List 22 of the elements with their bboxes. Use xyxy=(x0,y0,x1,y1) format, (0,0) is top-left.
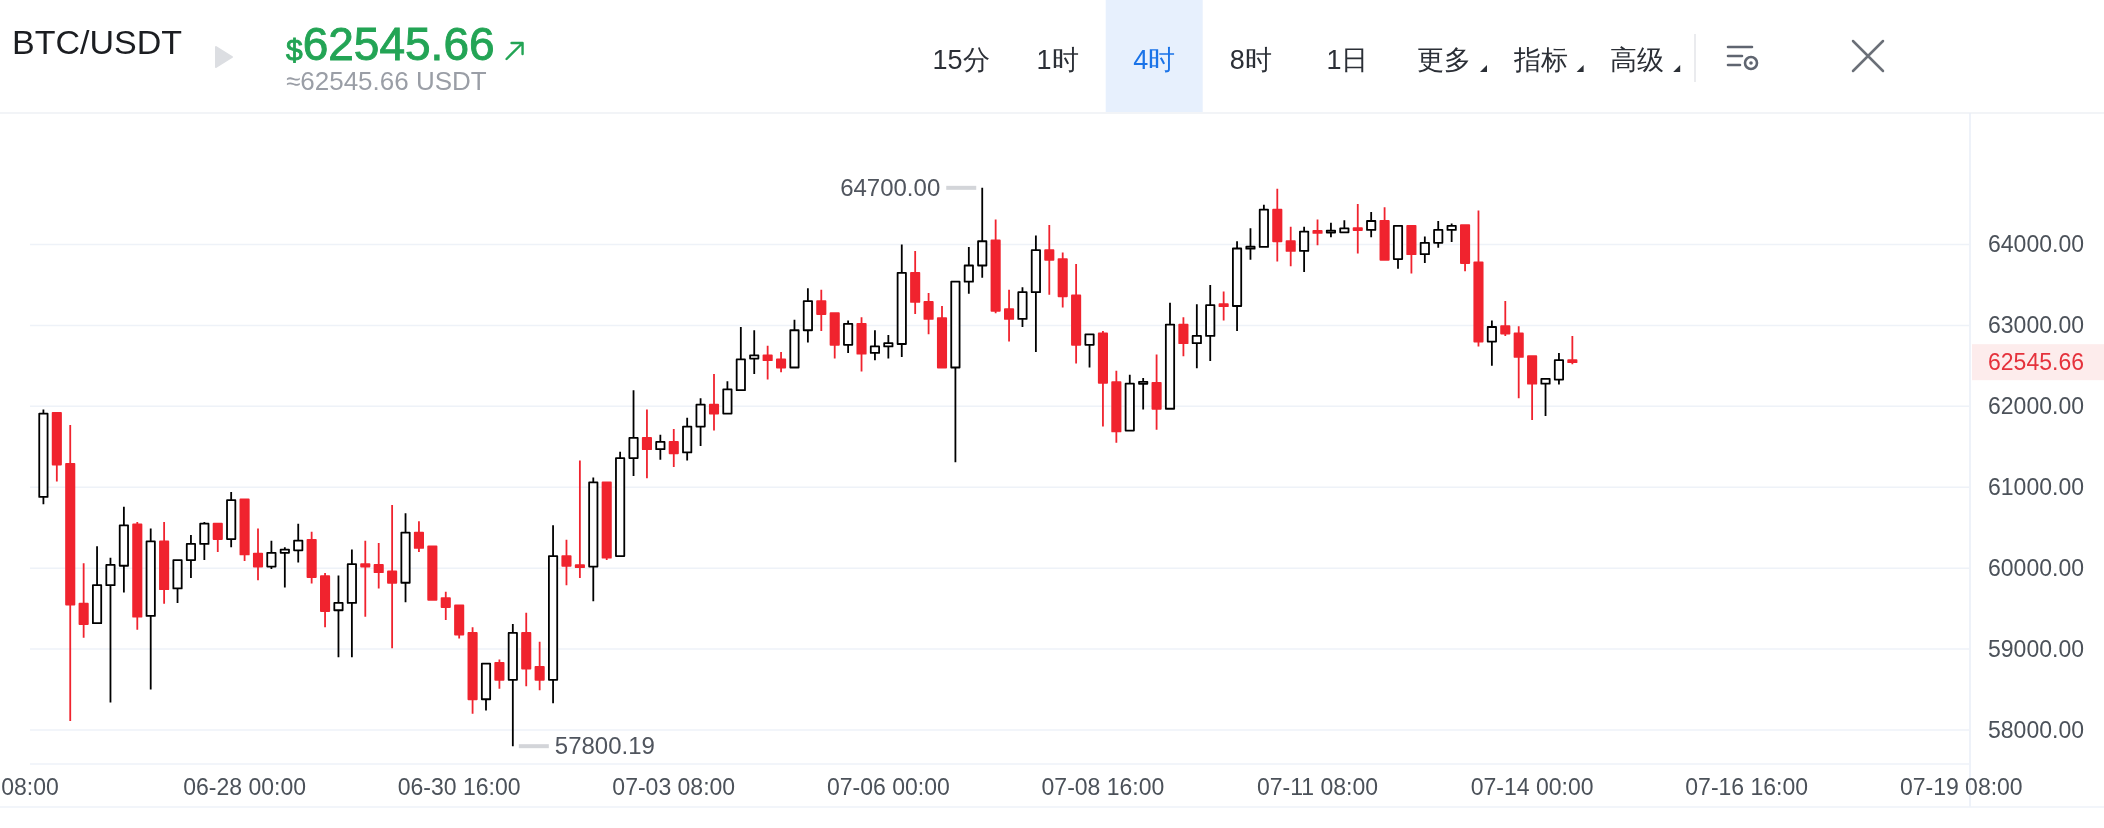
x-tick-label: 07-14 00:00 xyxy=(1470,774,1594,800)
x-tick-label: 07-03 08:00 xyxy=(612,774,736,800)
x-tick-label: 08:00 xyxy=(1,774,59,800)
y-tick-label: 61000.00 xyxy=(1988,474,2084,501)
x-tick-label: 07-08 16:00 xyxy=(1041,774,1165,800)
x-tick-label: 07-16 16:00 xyxy=(1685,774,1809,800)
annotation: 57800.19 xyxy=(554,732,655,760)
annotation: 64700.00 xyxy=(840,173,941,201)
title: BTC/USDT xyxy=(12,23,182,61)
y-tick-label: 59000.00 xyxy=(1988,636,2084,663)
y-tick-label: 64000.00 xyxy=(1988,231,2084,258)
y-tick-label: 60000.00 xyxy=(1988,555,2084,582)
y-tick-label: 62000.00 xyxy=(1988,393,2084,420)
x-tick-label: 06-28 00:00 xyxy=(183,774,306,800)
y-tick-label: 58000.00 xyxy=(1988,717,2084,744)
x-tick-label: 07-19 08:00 xyxy=(1899,774,2023,800)
toolbar: 15分 1时 4时 8时 1日 更多 指标 高级 xyxy=(932,0,1681,112)
x-tick-label: 07-11 08:00 xyxy=(1256,774,1379,800)
x-tick-label: 06-30 16:00 xyxy=(397,774,521,800)
y-tick-label: 63000.00 xyxy=(1988,312,2084,339)
text: 62545.66 xyxy=(1988,349,2084,376)
x-tick-label: 07-06 00:00 xyxy=(826,774,950,800)
